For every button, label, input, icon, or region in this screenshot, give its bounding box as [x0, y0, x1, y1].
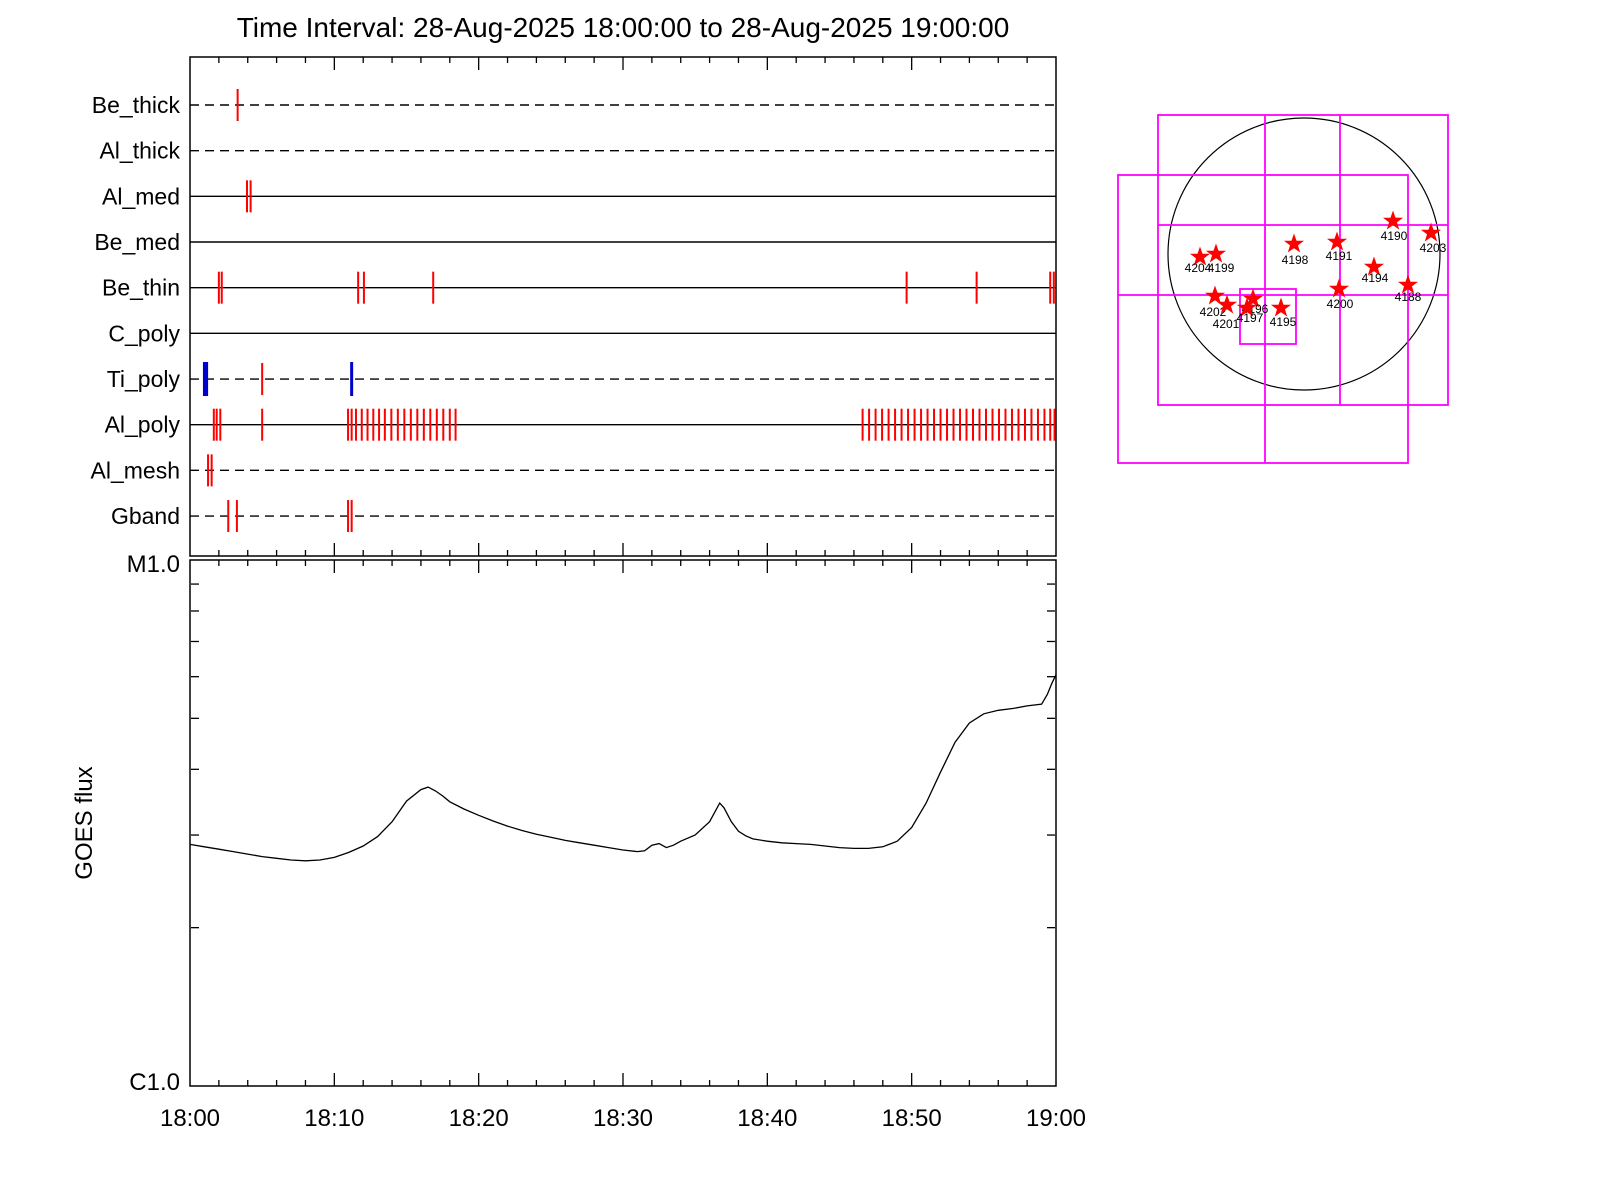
active-region-star	[1242, 288, 1264, 308]
active-region-label: 4199	[1208, 261, 1235, 275]
filter-row-label: C_poly	[108, 320, 180, 346]
x-axis-label: 18:40	[737, 1105, 797, 1132]
active-region-star	[1283, 233, 1305, 253]
filter-row-label: Ti_poly	[107, 366, 181, 392]
y-axis-title: GOES flux	[71, 766, 98, 879]
active-region-star	[1397, 274, 1419, 294]
goes-panel-frame	[189, 559, 1057, 1087]
goes-flux-curve	[189, 674, 1057, 862]
active-region-label: 4190	[1381, 229, 1408, 243]
x-axis-label: 18:00	[160, 1105, 220, 1132]
active-region-star	[1216, 294, 1238, 314]
active-region-label: 4191	[1326, 249, 1353, 263]
active-region-label: 4195	[1270, 315, 1297, 329]
active-region-label: 4194	[1362, 271, 1389, 285]
solar-limb	[1167, 117, 1441, 391]
active-region-label: 4197	[1237, 311, 1264, 325]
active-region-star	[1204, 285, 1226, 305]
x-axis-label: 18:50	[882, 1105, 942, 1132]
active-region-label: 4188	[1395, 290, 1422, 304]
active-region-star	[1205, 243, 1227, 263]
active-region-star	[1326, 231, 1348, 251]
x-axis-label: 18:20	[449, 1105, 509, 1132]
active-region-label: 4201	[1213, 317, 1240, 331]
x-axis-label: 18:30	[593, 1105, 653, 1132]
xrt-fov-box	[1117, 174, 1409, 464]
filter-row-label: Be_thin	[102, 275, 180, 301]
active-region-label: 4203	[1420, 241, 1447, 255]
filter-row-label: Be_thick	[92, 92, 181, 118]
active-region-label: 4200	[1327, 297, 1354, 311]
plot-title: Time Interval: 28-Aug-2025 18:00:00 to 2…	[236, 12, 1010, 43]
filter-row-label: Al_thick	[99, 138, 180, 164]
filter-row-label: Al_mesh	[91, 457, 180, 483]
timeline-panel-frame	[189, 56, 1057, 557]
active-region-star	[1189, 246, 1211, 266]
active-region-star	[1328, 278, 1350, 298]
xrt-fov-box	[1239, 288, 1297, 345]
xrt-fov-box	[1157, 114, 1449, 406]
y-axis-bottom-label: C1.0	[129, 1069, 180, 1096]
active-region-star	[1420, 222, 1442, 242]
active-region-label: 4198	[1282, 253, 1309, 267]
active-region-star	[1382, 210, 1404, 230]
active-region-label: 4202	[1200, 305, 1227, 319]
filter-row-label: Gband	[111, 503, 180, 529]
active-region-star	[1270, 297, 1292, 317]
x-axis-label: 18:10	[304, 1105, 364, 1132]
filter-row-label: Al_poly	[105, 412, 181, 438]
y-axis-top-label: M1.0	[127, 551, 180, 578]
active-region-label: 4204	[1185, 261, 1212, 275]
active-region-star	[1363, 256, 1385, 276]
active-region-star	[1236, 297, 1258, 317]
x-axis-label: 19:00	[1026, 1105, 1086, 1132]
filter-row-label: Be_med	[94, 229, 180, 255]
filter-row-label: Al_med	[102, 183, 180, 209]
